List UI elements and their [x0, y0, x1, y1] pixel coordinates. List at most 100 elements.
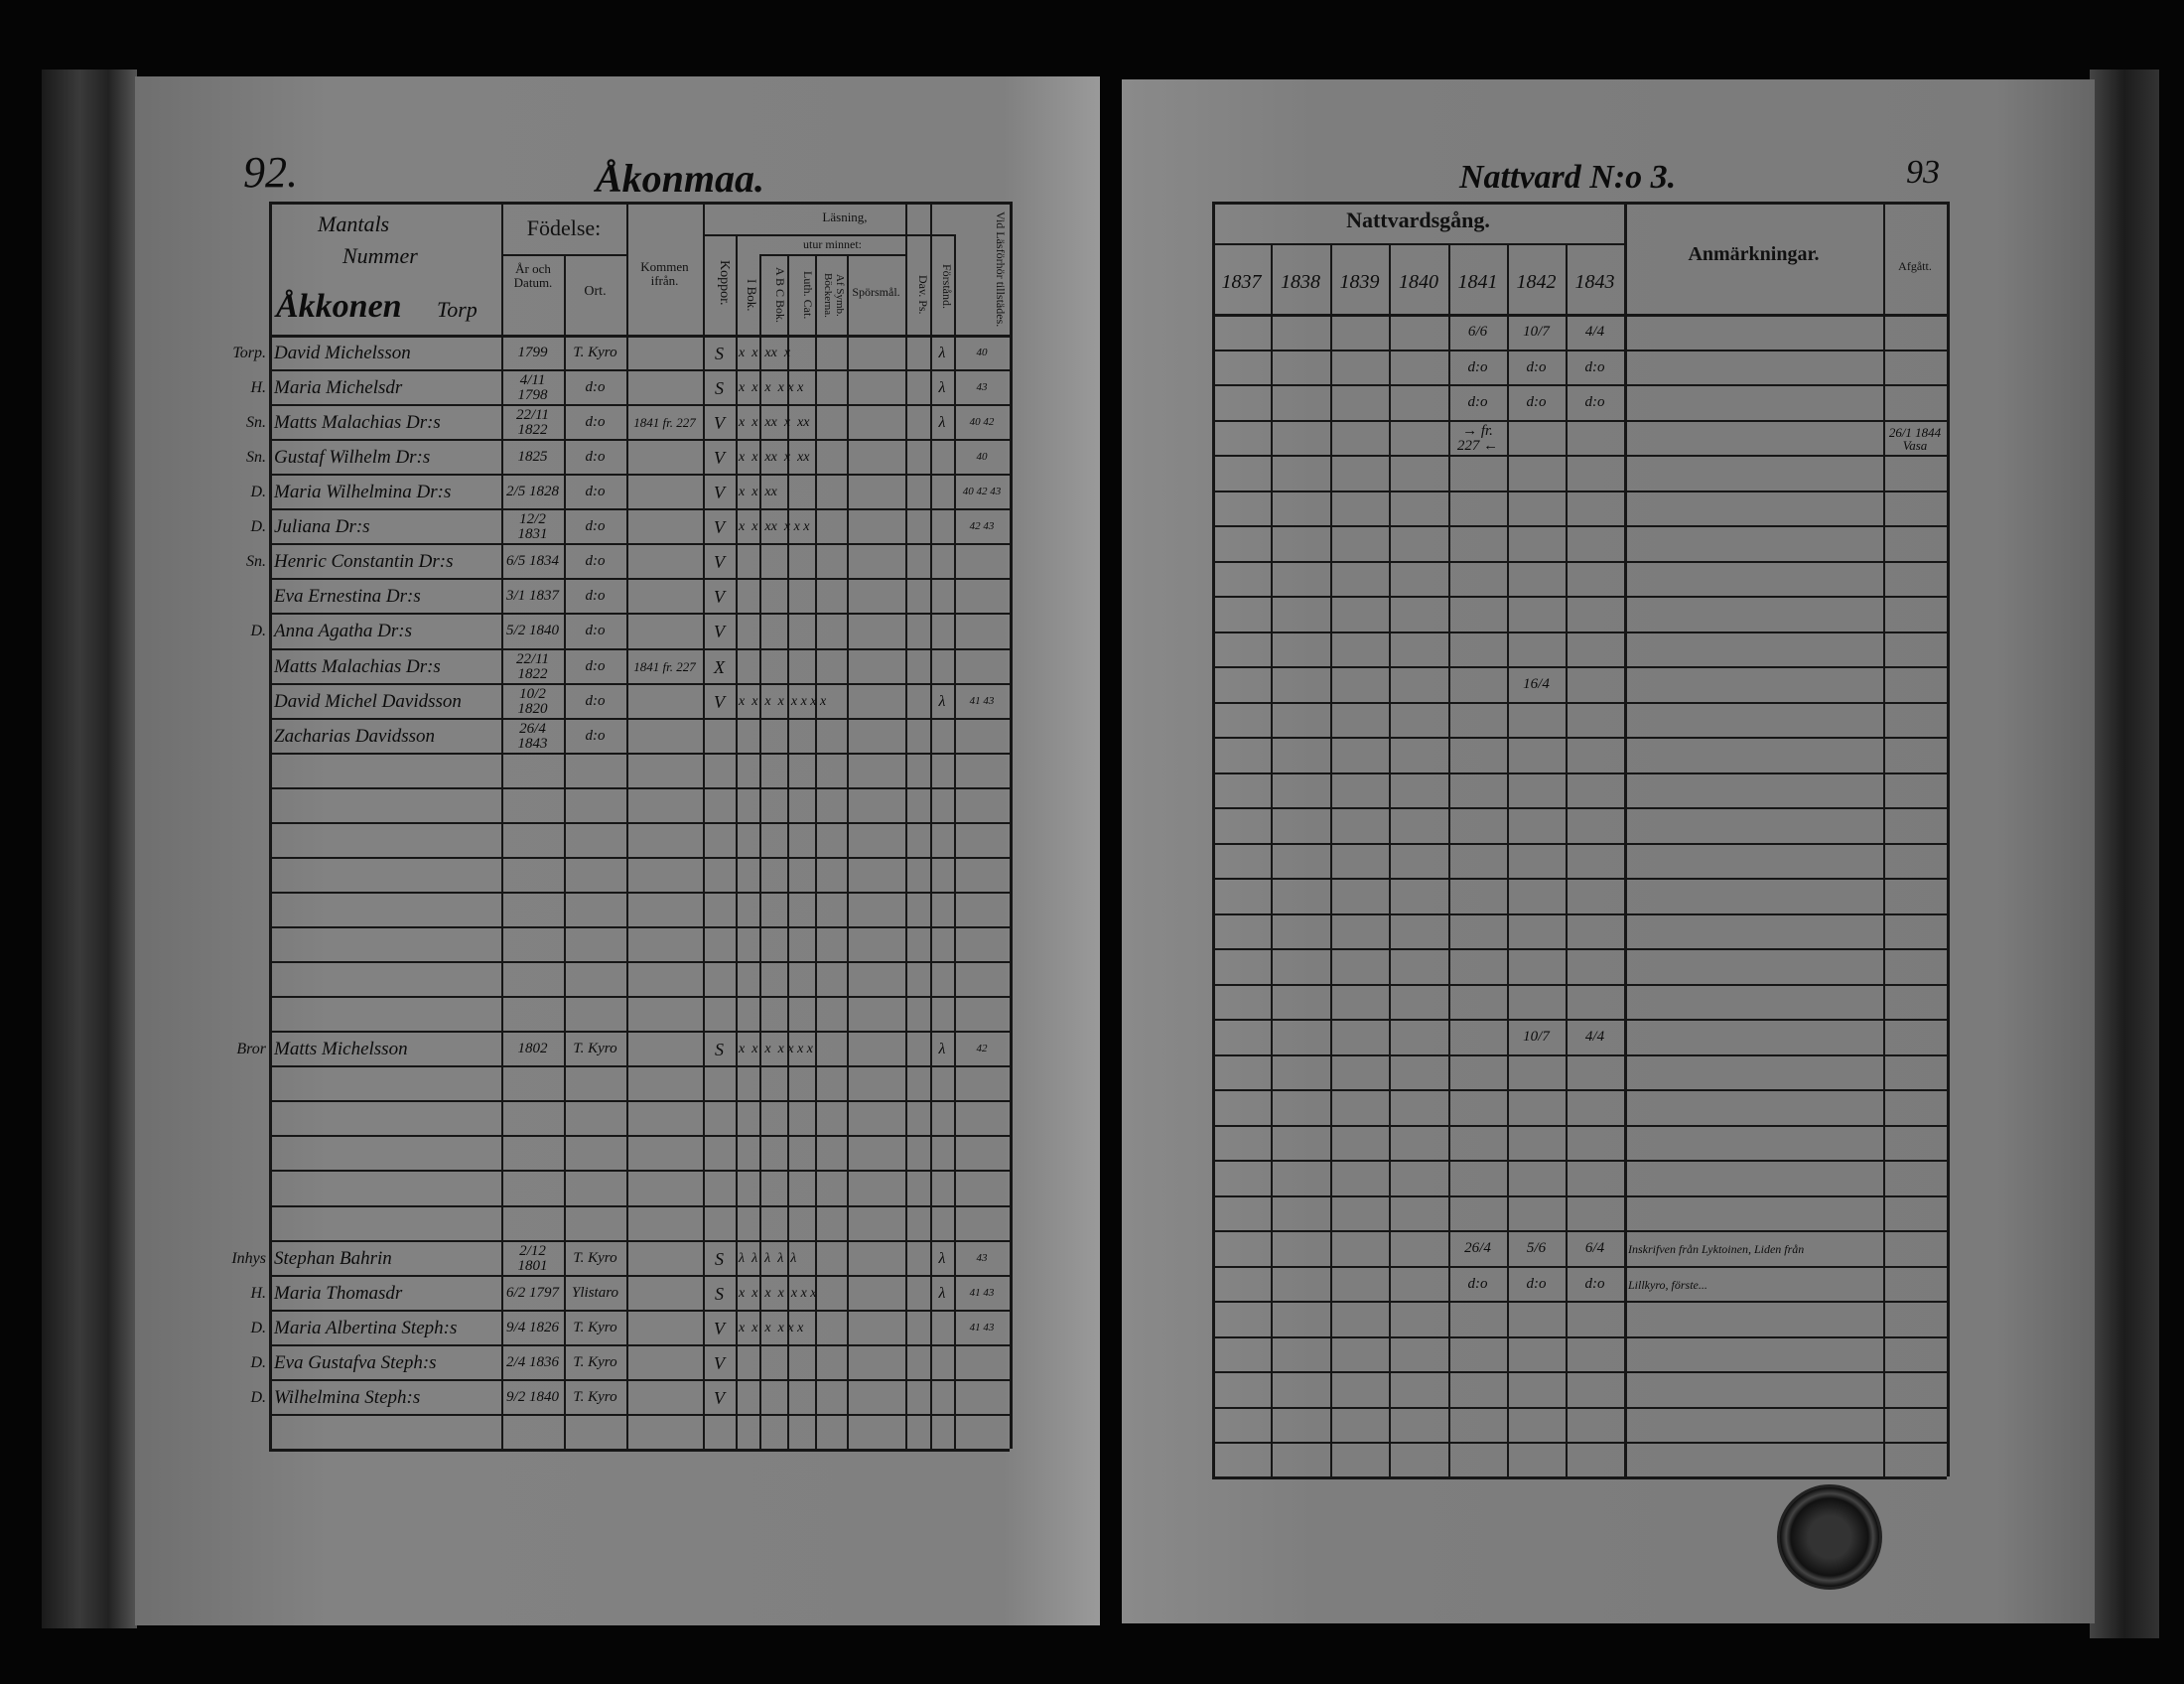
header-birth-place: Ort. — [584, 284, 607, 299]
birth-date: 5/2 1840 — [506, 623, 559, 638]
understanding-mark — [931, 1382, 953, 1413]
row-relation: D. — [250, 1353, 266, 1371]
table-column-rule — [269, 202, 272, 1449]
header-symbol-books: Af Symb. Böckerna. — [821, 272, 846, 318]
table-column-rule — [815, 254, 817, 1449]
table-row-rule — [269, 1379, 1010, 1381]
person-name: Stephan Bahrin — [274, 1248, 392, 1269]
header-remarks: Anmärkningar. — [1688, 243, 1820, 265]
table-row-rule — [1212, 525, 1947, 527]
table-row-rule — [269, 648, 1010, 650]
row-relation — [216, 581, 266, 612]
communion-date: 26/4 — [1464, 1240, 1491, 1256]
arrived-from — [628, 581, 701, 612]
person-name: Eva Ernestina Dr:s — [274, 586, 421, 607]
header-questions: Spörsmål. — [852, 285, 900, 299]
person-name: Gustaf Wilhelm Dr:s — [274, 447, 431, 468]
table-row-rule — [1212, 878, 1947, 880]
arrived-from — [628, 1347, 701, 1378]
vaccination-mark: S — [715, 1248, 724, 1269]
catechetical-years: 41 43 — [969, 1287, 995, 1299]
arrived-from — [628, 1034, 701, 1064]
table-row-rule — [1212, 807, 1947, 809]
communion-date: d:o — [1467, 394, 1488, 410]
birth-subheader-rule — [501, 254, 626, 256]
vaccination-mark: S — [715, 377, 724, 398]
table-column-rule — [1330, 243, 1332, 1476]
table-row-rule — [269, 753, 1010, 755]
birth-place: d:o — [585, 553, 606, 569]
header-dav-ps: Dav. Ps. — [916, 275, 930, 315]
vaccination-mark: S — [715, 343, 724, 363]
vaccination-mark: V — [714, 1387, 725, 1408]
year-header: 1838 — [1281, 271, 1320, 293]
communion-date: 4/4 — [1584, 324, 1605, 340]
table-column-rule — [1566, 243, 1568, 1476]
table-column-rule — [703, 202, 705, 1449]
birth-date: 1802 — [517, 1041, 548, 1056]
birth-place: T. Kyro — [573, 1041, 617, 1056]
table-row-rule — [269, 683, 1010, 685]
reading-marks — [739, 1382, 903, 1413]
arrived-from — [628, 1243, 701, 1274]
table-row-rule — [1212, 350, 1947, 351]
table-row-rule — [269, 369, 1010, 371]
table-row-rule — [269, 996, 1010, 998]
communion-date: → fr. 227 ← — [1456, 422, 1499, 454]
table-row-rule — [1212, 455, 1947, 457]
communion-date: 10/7 — [1523, 1029, 1550, 1045]
year-header: 1839 — [1339, 271, 1380, 293]
person-name: Maria Michelsdr — [274, 377, 403, 398]
year-header: 1841 — [1457, 271, 1498, 293]
table-row-rule — [269, 787, 1010, 789]
header-communion: Nattvardsgång. — [1346, 208, 1490, 232]
person-name: Henric Constantin Dr:s — [274, 551, 454, 572]
table-column-rule — [1010, 202, 1013, 1449]
reading-marks: x x xx x xx — [739, 449, 810, 465]
communion-date: d:o — [1467, 359, 1488, 375]
table-row-rule — [269, 1170, 1010, 1172]
understanding-mark — [931, 721, 953, 752]
table-row-rule — [1212, 1230, 1947, 1232]
header-torp: Torp — [437, 297, 478, 322]
understanding-mark: λ — [938, 1284, 946, 1302]
catechetical-years: 40 42 43 — [962, 486, 1002, 497]
table-row-rule — [269, 474, 1010, 476]
communion-date: 10/7 — [1523, 324, 1550, 340]
birth-date: 2/4 1836 — [506, 1354, 559, 1370]
birth-place: T. Kyro — [573, 1389, 617, 1405]
birth-place: d:o — [585, 658, 606, 674]
village-title: Åkonmaa. — [596, 156, 765, 201]
row-relation: Sn. — [246, 413, 266, 431]
table-row-rule — [1212, 948, 1947, 950]
person-name: Maria Wilhelmina Dr:s — [274, 482, 452, 502]
birth-place: Ylistaro — [572, 1285, 618, 1301]
vaccination-mark: S — [715, 1283, 724, 1304]
table-row-rule — [269, 1135, 1010, 1137]
person-name: David Michelsson — [274, 343, 411, 363]
table-row-rule — [1212, 843, 1947, 845]
table-row-rule — [269, 1065, 1010, 1067]
vaccination-mark: V — [714, 691, 725, 712]
reading-marks: x x x x x x — [739, 1320, 804, 1335]
understanding-mark — [931, 477, 953, 507]
table-column-rule — [1624, 202, 1627, 1476]
birth-place: T. Kyro — [573, 1250, 617, 1266]
understanding-mark — [931, 581, 953, 612]
vaccination-mark: V — [714, 621, 725, 641]
reading-marks — [739, 581, 903, 612]
birth-date: 10/2 1820 — [517, 685, 548, 717]
communion-date: d:o — [1526, 359, 1547, 375]
table-row-rule — [1212, 1371, 1947, 1373]
table-column-rule — [759, 254, 761, 1449]
communion-date: d:o — [1526, 394, 1547, 410]
table-column-rule — [954, 234, 956, 1449]
birth-date: 2/12 1801 — [517, 1242, 548, 1274]
reading-marks: x x xx — [739, 484, 777, 499]
communion-date: d:o — [1584, 1276, 1605, 1292]
header-by-heart: utur minnet: — [803, 237, 862, 251]
table-row-rule — [269, 857, 1010, 859]
birth-place: d:o — [585, 588, 606, 604]
table-row-rule — [269, 1449, 1010, 1452]
person-name: Juliana Dr:s — [274, 516, 370, 537]
